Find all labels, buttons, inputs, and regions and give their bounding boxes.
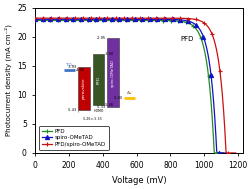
Text: PFD: PFD bbox=[180, 36, 194, 42]
X-axis label: Voltage (mV): Voltage (mV) bbox=[112, 176, 166, 185]
Legend: PFD, spiro-OMeTAD, PFD/spiro-OMeTAD: PFD, spiro-OMeTAD, PFD/spiro-OMeTAD bbox=[39, 126, 109, 150]
Y-axis label: Photocurrent density (mA cm⁻²): Photocurrent density (mA cm⁻²) bbox=[4, 24, 12, 136]
